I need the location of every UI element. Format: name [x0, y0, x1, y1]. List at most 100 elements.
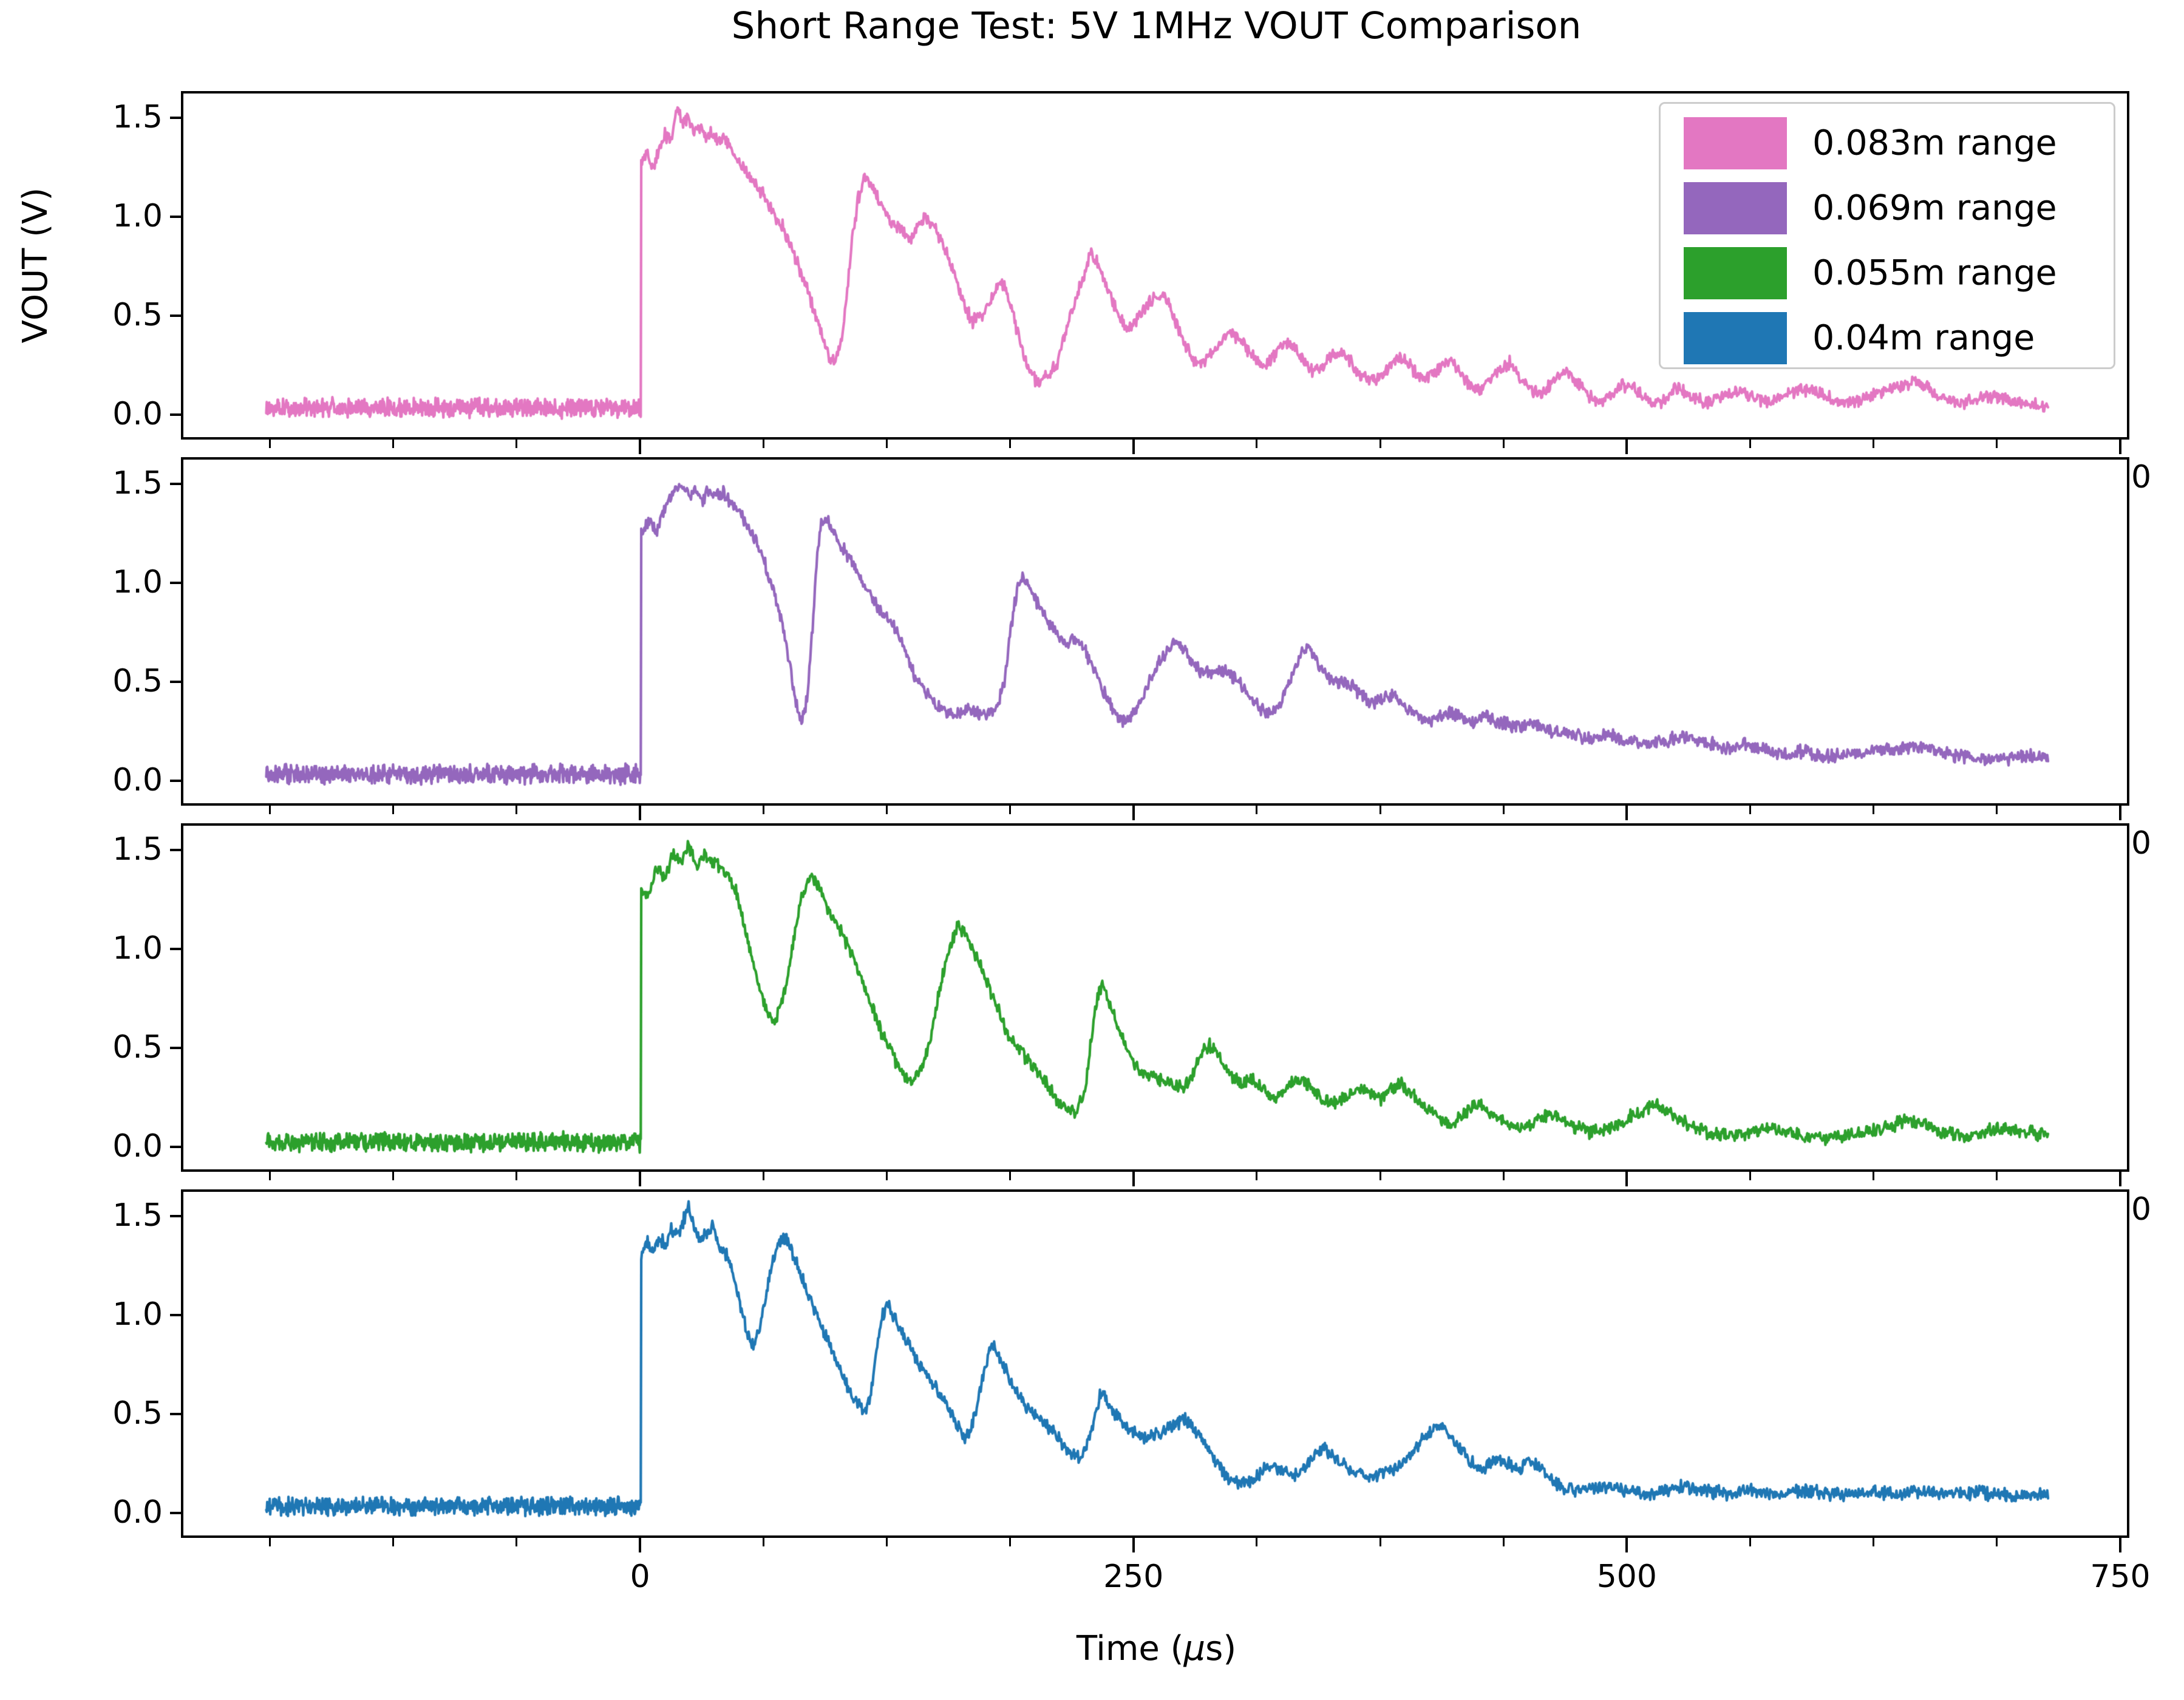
x-major-tick	[1625, 1172, 1628, 1186]
y-tick	[170, 582, 182, 585]
x-tick-label: 750	[2090, 1559, 2151, 1595]
y-tick	[170, 413, 182, 416]
x-major-tick	[1132, 1172, 1135, 1186]
y-tick-label: 1.0	[112, 564, 163, 601]
y-tick	[170, 1314, 182, 1317]
y-tick-label: 0.0	[112, 761, 163, 798]
x-major-tick	[639, 806, 642, 820]
x-minor-tick	[269, 806, 271, 814]
x-minor-tick	[1502, 1538, 1505, 1546]
y-tick	[170, 1215, 182, 1218]
legend-item: 0.04m range	[1661, 312, 2114, 364]
x-minor-tick	[1996, 440, 1998, 448]
x-minor-tick	[1009, 1172, 1012, 1180]
x-minor-tick	[269, 1538, 271, 1546]
y-tick-label: 1.5	[112, 1197, 163, 1234]
y-tick-label: 1.0	[112, 198, 163, 235]
x-minor-tick	[1873, 1172, 1875, 1180]
y-tick-label: 1.5	[112, 99, 163, 136]
x-minor-tick	[392, 1538, 395, 1546]
x-minor-tick	[392, 440, 395, 448]
y-tick-label: 0.5	[112, 663, 163, 700]
y-tick	[170, 681, 182, 684]
x-minor-tick	[885, 1172, 888, 1180]
legend-item: 0.055m range	[1661, 247, 2114, 299]
x-minor-tick	[1996, 1538, 1998, 1546]
x-major-tick	[1132, 440, 1135, 454]
x-minor-tick	[762, 440, 764, 448]
x-major-tick	[639, 1172, 642, 1186]
y-tick-label: 1.5	[112, 465, 163, 502]
x-minor-tick	[1009, 440, 1012, 448]
legend-swatch	[1684, 182, 1787, 234]
x-minor-tick	[1749, 806, 1752, 814]
x-tick-label: 500	[1596, 1559, 1657, 1595]
x-tick-label: 0	[630, 1559, 650, 1595]
x-minor-tick	[1379, 1172, 1381, 1180]
y-tick-label: 0.0	[112, 1494, 163, 1531]
chart-title: Short Range Test: 5V 1MHz VOUT Compariso…	[731, 4, 1582, 47]
legend-label: 0.04m range	[1812, 318, 2035, 358]
x-minor-tick	[1749, 1172, 1752, 1180]
y-tick	[170, 1047, 182, 1050]
x-minor-tick	[1009, 1538, 1012, 1546]
x-minor-tick	[762, 1172, 764, 1180]
x-major-tick	[1625, 806, 1628, 820]
x-minor-tick	[269, 440, 271, 448]
x-minor-tick	[1256, 1172, 1258, 1180]
legend-swatch	[1684, 312, 1787, 364]
x-major-tick	[1132, 1538, 1135, 1552]
x-major-tick	[1625, 1538, 1628, 1552]
x-minor-tick	[1379, 440, 1381, 448]
x-minor-tick	[1502, 806, 1505, 814]
y-axis-label: VOUT (V)	[16, 187, 55, 344]
x-minor-tick	[1749, 1538, 1752, 1546]
legend-item: 0.083m range	[1661, 117, 2114, 169]
legend: 0.083m range 0.069m range 0.055m range 0.04…	[1659, 102, 2115, 369]
y-tick-label: 1.0	[112, 1296, 163, 1333]
x-axis-label-unit: s)	[1205, 1629, 1237, 1668]
x-major-tick	[2118, 1172, 2121, 1186]
x-minor-tick	[1996, 1172, 1998, 1180]
y-tick-label: 0.5	[112, 1395, 163, 1432]
trace-canvas-1	[183, 460, 2129, 806]
y-tick-label: 0.5	[112, 1029, 163, 1066]
y-tick	[170, 314, 182, 318]
x-major-tick	[2118, 806, 2121, 820]
x-minor-tick	[1379, 1538, 1381, 1546]
x-minor-tick	[392, 1172, 395, 1180]
x-minor-tick	[269, 1172, 271, 1180]
x-minor-tick	[1009, 806, 1012, 814]
x-minor-tick	[1502, 440, 1505, 448]
y-tick-label: 0.0	[112, 1127, 163, 1164]
x-axis-label-text: Time (	[1076, 1629, 1184, 1668]
x-minor-tick	[1749, 440, 1752, 448]
legend-item: 0.069m range	[1661, 182, 2114, 234]
x-minor-tick	[762, 806, 764, 814]
trace-canvas-2	[183, 826, 2129, 1172]
y-tick-label: 0.5	[112, 297, 163, 334]
x-minor-tick	[515, 440, 518, 448]
x-minor-tick	[885, 440, 888, 448]
x-minor-tick	[392, 806, 395, 814]
clipped-tick-label-fragment: 0	[2131, 459, 2152, 495]
x-minor-tick	[1996, 806, 1998, 814]
x-minor-tick	[1256, 440, 1258, 448]
y-tick-label: 0.0	[112, 395, 163, 432]
subplot-0-069m-range	[181, 457, 2129, 806]
subplot-0-055m-range	[181, 823, 2129, 1172]
x-tick-label: 250	[1103, 1559, 1164, 1595]
y-tick	[170, 948, 182, 951]
clipped-tick-label-fragment: 0	[2131, 825, 2152, 862]
clipped-tick-label-fragment: 0	[2131, 1191, 2152, 1228]
legend-label: 0.083m range	[1812, 123, 2057, 163]
x-minor-tick	[1873, 1538, 1875, 1546]
mu-symbol: μ	[1183, 1629, 1206, 1668]
y-tick	[170, 216, 182, 219]
x-minor-tick	[515, 1538, 518, 1546]
x-minor-tick	[1379, 806, 1381, 814]
y-tick	[170, 1145, 182, 1148]
x-minor-tick	[885, 1538, 888, 1546]
x-major-tick	[1625, 440, 1628, 454]
